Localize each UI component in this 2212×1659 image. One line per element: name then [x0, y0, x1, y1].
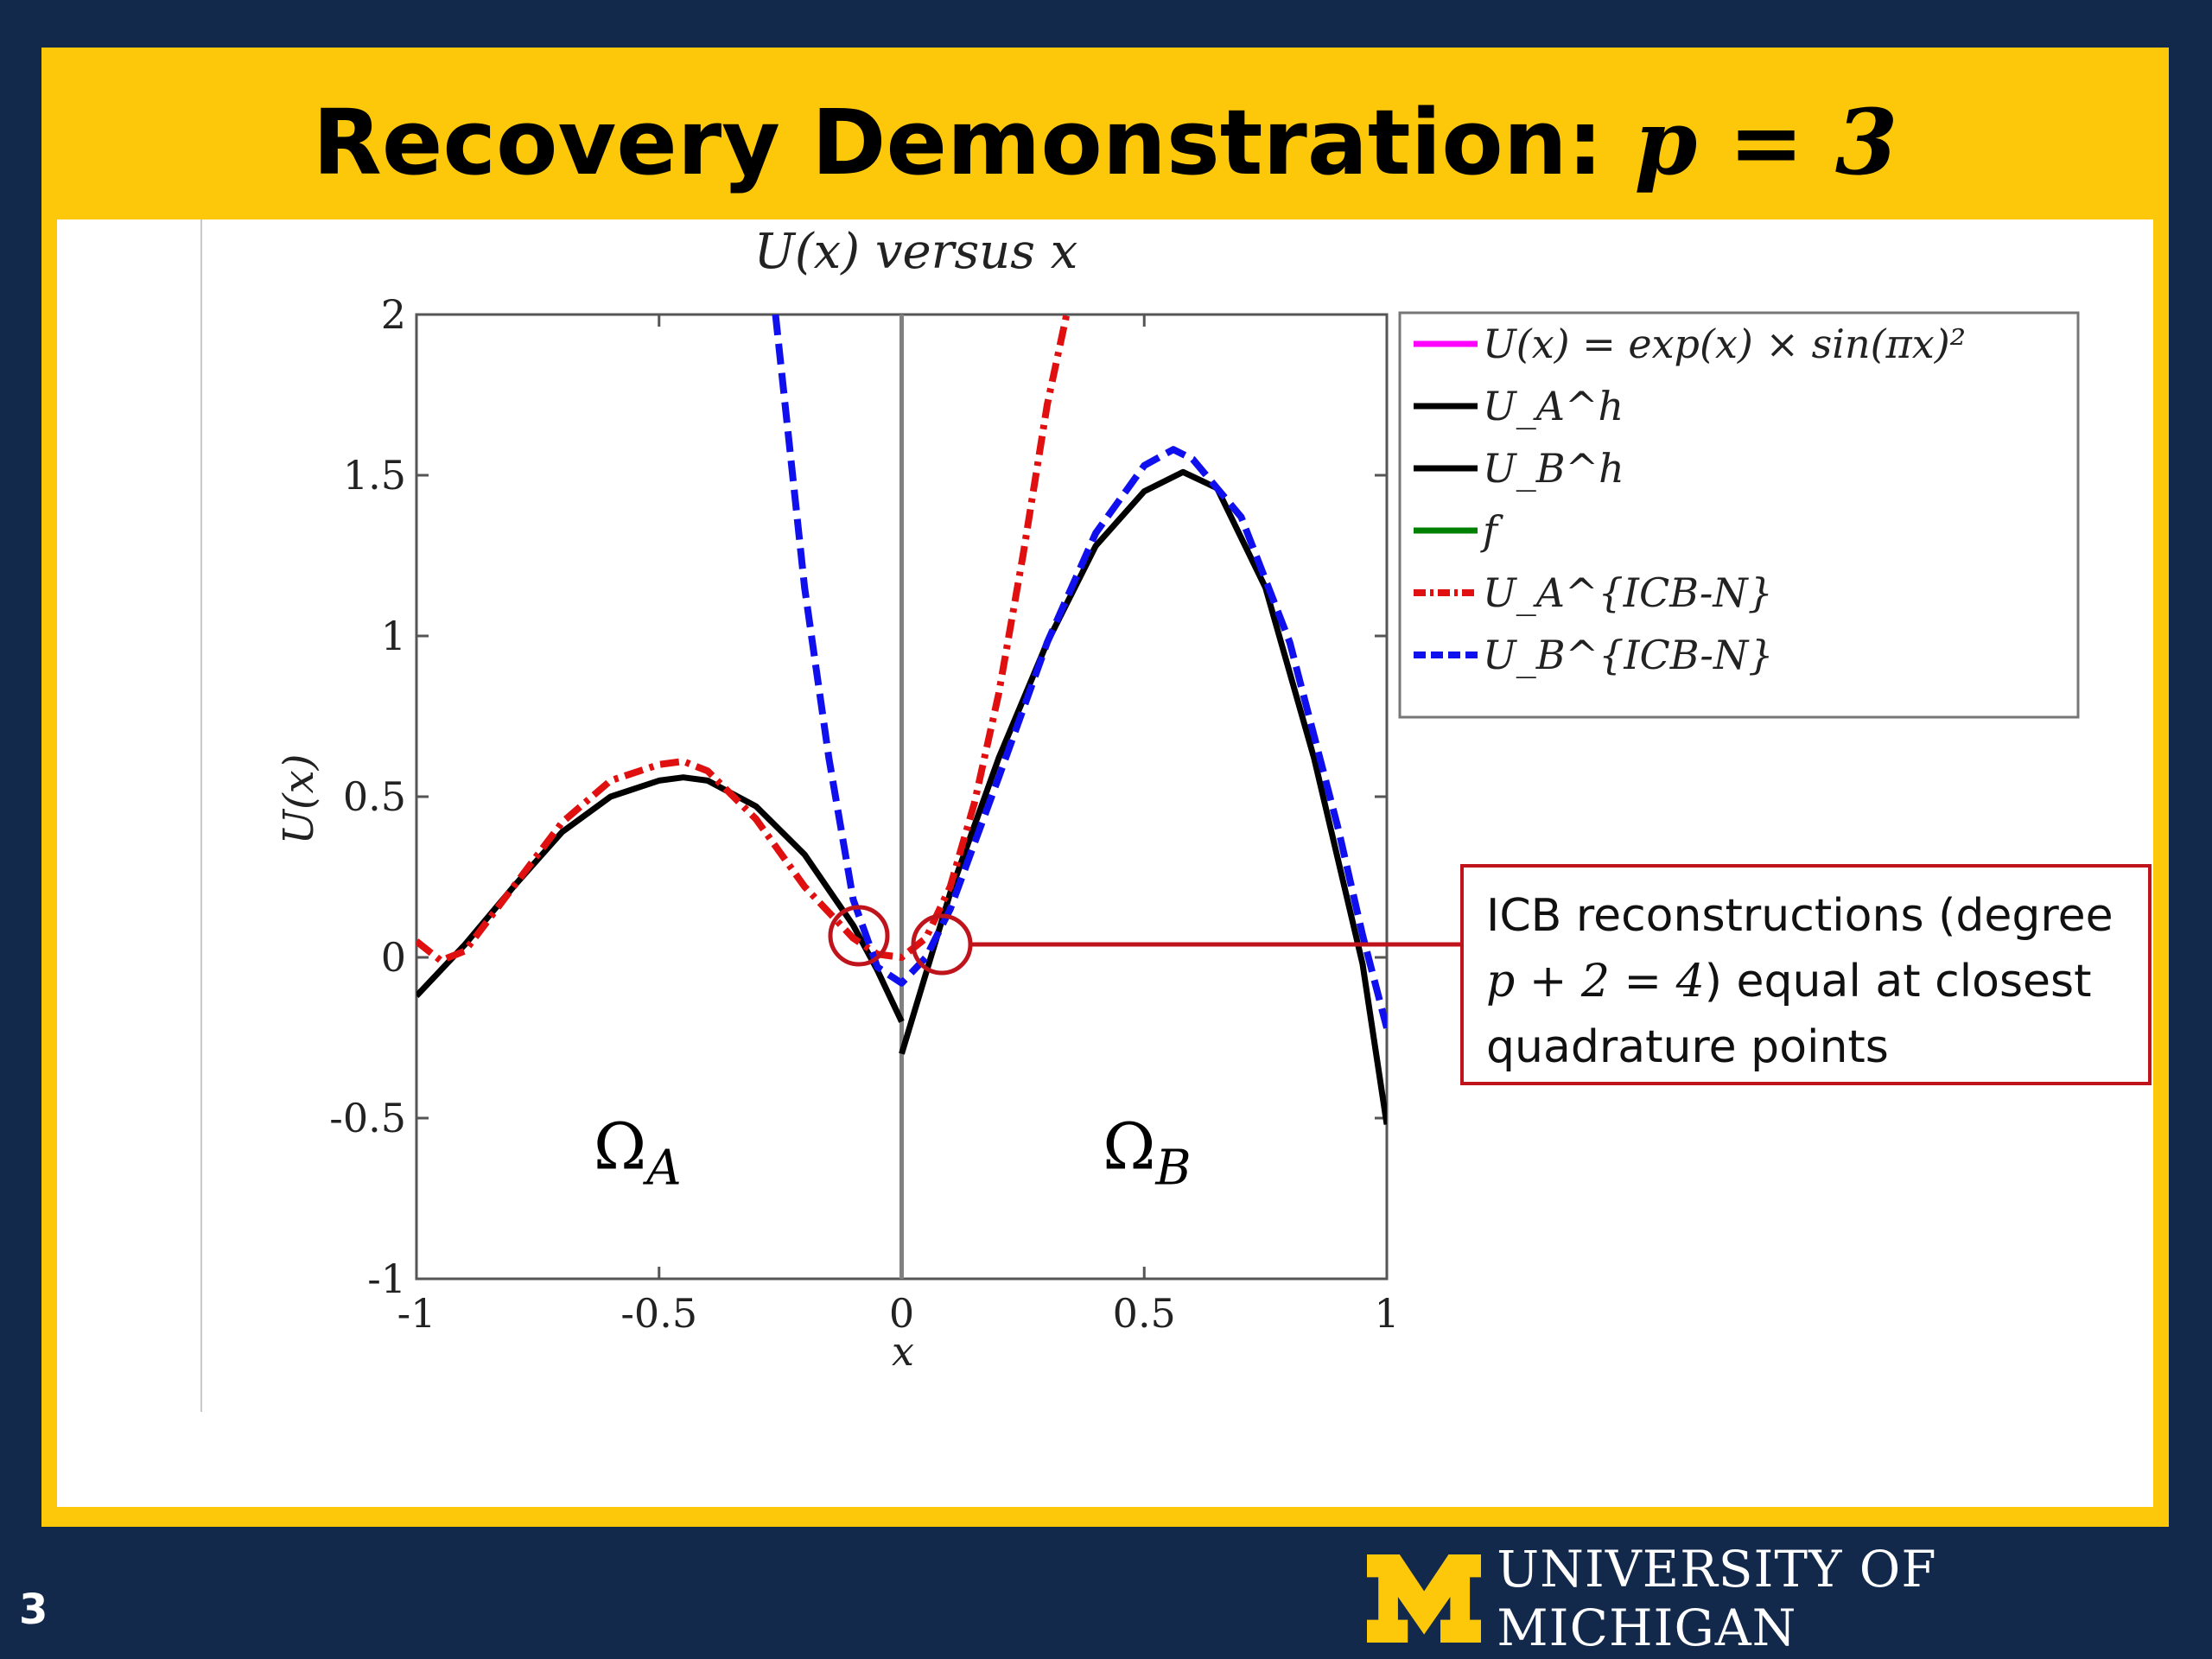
callout-math: p + 2 = 4 [1486, 956, 1705, 1007]
callout-line-1: ICB reconstructions (degree [1486, 890, 2113, 942]
callout-line-2-text: ) equal at closest [1704, 956, 2092, 1007]
annotation-circle-left [828, 905, 890, 967]
x-tick-label: 0.5 [1113, 1290, 1176, 1337]
x-tick-label: -1 [397, 1290, 436, 1337]
series-group [416, 315, 1387, 1125]
callout-line-2: p + 2 = 4) equal at closest [1486, 949, 2126, 1014]
y-tick-label: 0.5 [343, 773, 406, 820]
title-text: Recovery Demonstration: [312, 90, 1635, 195]
y-tick-label: 1 [381, 613, 406, 659]
series-line-2 [899, 468, 1387, 1125]
legend-label: U_A^h [1483, 383, 1624, 429]
y-axis-label: U(x) [275, 754, 323, 845]
x-tick-label: 1 [1374, 1290, 1399, 1337]
y-tick-label: 2 [381, 291, 406, 338]
legend: U(x) = exp(x) × sin(πx)²U_A^hU_B^hfU_A^{… [1398, 311, 2080, 719]
region-label-subscript: B [1154, 1141, 1191, 1197]
annotations [828, 905, 1460, 976]
region-label-subscript: A [642, 1141, 681, 1197]
page-number: 3 [19, 1586, 48, 1634]
series-line-4 [416, 315, 1071, 964]
y-tick-label: -0.5 [329, 1095, 406, 1141]
y-tick-label: -1 [367, 1255, 406, 1302]
content-divider-line [200, 219, 202, 1412]
title-math: p = 3 [1634, 89, 1898, 195]
legend-label: U_B^h [1483, 445, 1624, 492]
y-tick-label: 0 [381, 934, 406, 981]
callout-box: ICB reconstructions (degree p + 2 = 4) e… [1460, 864, 2152, 1085]
legend-box [1398, 311, 2080, 719]
legend-label: U(x) = exp(x) × sin(πx)² [1483, 321, 1966, 367]
legend-label: U_A^{ICB-N} [1483, 569, 1773, 616]
series-line-5 [772, 315, 1387, 1029]
block-m-icon [1367, 1554, 1482, 1643]
callout-line-3: quadrature points [1486, 1021, 1889, 1073]
slide-title: Recovery Demonstration: p = 3 [41, 86, 2169, 199]
y-tick-label: 1.5 [343, 452, 406, 499]
x-tick-label: 0 [889, 1290, 914, 1337]
university-logo: UNIVERSITY OF MICHIGAN [1367, 1540, 2212, 1657]
x-tick-label: -0.5 [620, 1290, 697, 1337]
x-axis-label: x [892, 1328, 914, 1375]
university-name: UNIVERSITY OF MICHIGAN [1497, 1540, 1937, 1657]
chart-title: U(x) versus x [754, 224, 1078, 280]
legend-label: U_B^{ICB-N} [1483, 632, 1773, 678]
